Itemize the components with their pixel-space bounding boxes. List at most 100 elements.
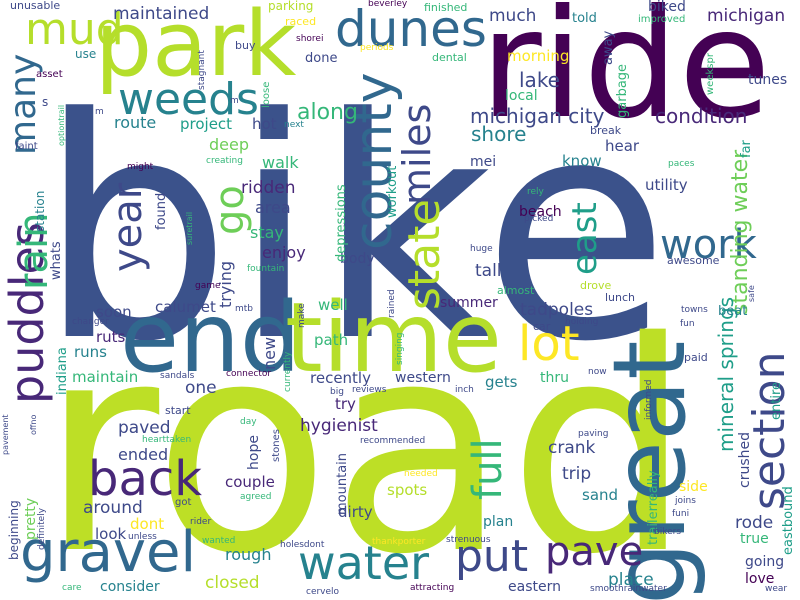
word-work: work: [660, 222, 757, 268]
word-funi: funi: [672, 509, 690, 519]
word-trip: trip: [562, 464, 592, 484]
word-biked: biked: [648, 0, 686, 15]
word-safe: safe: [747, 285, 756, 302]
word-break: break: [590, 124, 622, 137]
word-much: much: [489, 6, 537, 26]
word-optiontrail: optiontrail: [57, 104, 66, 146]
word-time: time: [285, 282, 502, 394]
word-hygienist: hygienist: [300, 416, 378, 436]
word-place: place: [608, 570, 654, 590]
word-inch: inch: [455, 385, 474, 395]
word-currently: currently: [283, 351, 293, 392]
word-now: now: [588, 367, 607, 377]
word-garbage: garbage: [615, 63, 630, 118]
word-body: body: [340, 251, 375, 267]
word-try: try: [335, 395, 356, 413]
word-bikers: bikers: [654, 527, 682, 537]
word-improved: improved: [638, 14, 686, 25]
word-connector: connector: [226, 369, 272, 379]
word-picked: picked: [524, 214, 554, 224]
word-unless: unless: [128, 532, 157, 542]
word-told: told: [572, 11, 597, 26]
word-periods: periods: [360, 43, 394, 53]
word-strenuous: strenuous: [446, 535, 491, 545]
word-might: might: [127, 162, 154, 172]
word-maintained: maintained: [113, 4, 210, 24]
word-day: day: [240, 417, 257, 427]
word-enjoy: enjoy: [262, 243, 306, 262]
word-paving: paving: [578, 429, 609, 439]
word-rider: rider: [190, 517, 212, 527]
word-true: true: [740, 531, 769, 547]
word-along: along: [297, 100, 358, 125]
word-weeds: weeds: [118, 74, 259, 125]
word-local: local: [505, 88, 538, 104]
word-station: station: [33, 190, 47, 232]
word-plan: plan: [483, 514, 514, 530]
word-dont: dont: [130, 515, 165, 533]
word-hearttaken: hearttaken: [142, 435, 192, 445]
word-faint: faint: [15, 141, 38, 152]
word-definitely: definitely: [37, 507, 47, 550]
word-western: western: [395, 370, 451, 386]
word-joins: joins: [675, 496, 696, 506]
word-paid: paid: [684, 351, 708, 364]
word-holesdont: holesdont: [280, 540, 325, 550]
word-hope: hope: [246, 435, 262, 470]
word-sand: sand: [582, 486, 619, 504]
word-singing: singing: [395, 332, 405, 365]
word-paces: paces: [668, 159, 695, 169]
word-park: park: [95, 0, 297, 97]
word-pavement: pavement: [1, 414, 10, 455]
word-done: done: [305, 51, 338, 66]
word-m: m: [95, 107, 104, 117]
word-ride: ride: [480, 0, 771, 152]
word-spots: spots: [387, 481, 428, 499]
word-fountain: fountain: [247, 264, 285, 274]
word-awesome: awesome: [667, 254, 720, 267]
word-finished: finished: [424, 1, 468, 14]
word-sandals: sandals: [160, 371, 195, 381]
word-shore: shore: [471, 122, 527, 146]
word-route: route: [114, 113, 157, 132]
word-thru: thru: [540, 370, 569, 386]
word-offno: offno: [29, 414, 38, 435]
word-consider: consider: [100, 579, 160, 595]
word-changer: changer: [72, 317, 109, 327]
word-dirty: dirty: [338, 503, 373, 521]
word-car: car: [533, 320, 551, 333]
word-unusable: unusable: [10, 0, 61, 12]
word-new: new: [260, 336, 279, 370]
word-shorei: shorei: [296, 34, 324, 44]
word-ruts: ruts: [96, 328, 126, 346]
word-bike: bike: [38, 53, 670, 408]
word-morning: morning: [507, 47, 570, 65]
word-buy: buy: [235, 39, 256, 52]
word-rode: rode: [735, 513, 774, 533]
word-lot: lot: [518, 316, 580, 372]
word-away: away: [601, 30, 616, 65]
word-eastbound: eastbound: [781, 486, 796, 555]
word-road: road: [40, 281, 693, 600]
word-mud: mud: [25, 4, 124, 55]
word-summer: summer: [440, 295, 498, 311]
word-maintain: maintain: [72, 368, 139, 386]
word-closed: closed: [205, 573, 260, 593]
word-rough: rough: [225, 545, 272, 564]
word-know: know: [562, 152, 602, 170]
word-pretty: pretty: [23, 497, 39, 540]
word-far: far: [739, 140, 754, 158]
word-thankporter: thankporter: [372, 537, 426, 547]
word-ended: ended: [118, 445, 169, 464]
word-game: game: [195, 281, 221, 291]
word-end: end: [120, 282, 301, 394]
word-condition: condition: [655, 104, 748, 128]
word-calumet: calumet: [155, 298, 216, 316]
word-asset: asset: [36, 69, 63, 80]
word-informed: informed: [644, 379, 654, 420]
word-back: back: [88, 451, 203, 507]
word-beginning: beginning: [7, 500, 21, 560]
word-whats: whats: [49, 241, 64, 280]
word-holding: holding: [565, 317, 599, 327]
